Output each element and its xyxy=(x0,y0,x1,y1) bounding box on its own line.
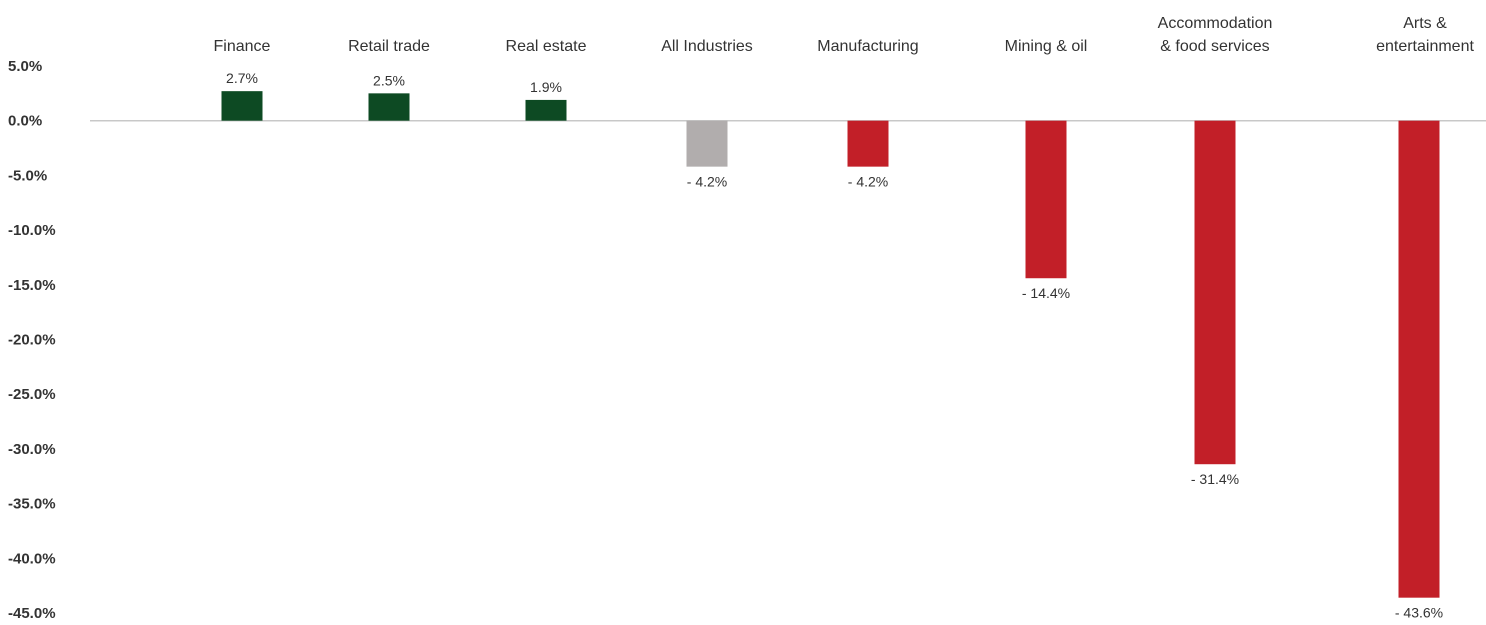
data-labels: 2.7% 2.5% 1.9% - 4.2% - 4.2% - 14.4% - 31.4% - … xyxy=(226,70,1443,621)
data-label: 2.7% xyxy=(226,70,258,86)
y-tick-label: -5.0% xyxy=(8,167,47,184)
y-tick-label: 5.0% xyxy=(8,58,42,75)
category-labels: Finance Retail trade Real estate All Indust… xyxy=(214,15,1475,55)
bars-group xyxy=(221,91,1440,598)
y-tick-label: -15.0% xyxy=(8,277,56,294)
data-label: - 4.2% xyxy=(687,174,727,190)
y-tick-label: -30.0% xyxy=(8,441,56,458)
bar xyxy=(368,93,410,121)
data-label: - 14.4% xyxy=(1022,285,1070,301)
category-label: Finance xyxy=(214,38,271,55)
y-tick-label: -25.0% xyxy=(8,386,56,403)
data-label: - 31.4% xyxy=(1191,471,1239,487)
y-tick-label: 0.0% xyxy=(8,113,42,130)
y-tick-label: -10.0% xyxy=(8,222,56,239)
y-tick-label: -40.0% xyxy=(8,550,56,567)
bar xyxy=(1194,120,1236,465)
category-label: Real estate xyxy=(506,38,587,55)
bar xyxy=(525,99,567,121)
data-label: 1.9% xyxy=(530,79,562,95)
y-tick-label: -20.0% xyxy=(8,332,56,349)
category-label: entertainment xyxy=(1376,38,1474,55)
y-tick-label: -45.0% xyxy=(8,605,56,622)
bar xyxy=(1025,120,1067,279)
category-label: All Industries xyxy=(661,38,753,55)
category-label: Arts & xyxy=(1403,15,1447,32)
bar xyxy=(1398,120,1440,598)
y-tick-label: -35.0% xyxy=(8,496,56,513)
data-label: - 43.6% xyxy=(1395,605,1443,621)
bar xyxy=(847,120,889,167)
category-label: Retail trade xyxy=(348,38,430,55)
category-label: Accommodation xyxy=(1158,15,1273,32)
y-axis: 5.0% 0.0% -5.0% -10.0% -15.0% -20.0% -25.0% -30… xyxy=(8,58,56,622)
bar xyxy=(221,91,263,121)
category-label: Manufacturing xyxy=(817,38,918,55)
data-label: 2.5% xyxy=(373,72,405,88)
category-label: & food services xyxy=(1160,38,1269,55)
data-label: - 4.2% xyxy=(848,174,888,190)
category-label: Mining & oil xyxy=(1005,38,1088,55)
bar xyxy=(686,120,728,167)
